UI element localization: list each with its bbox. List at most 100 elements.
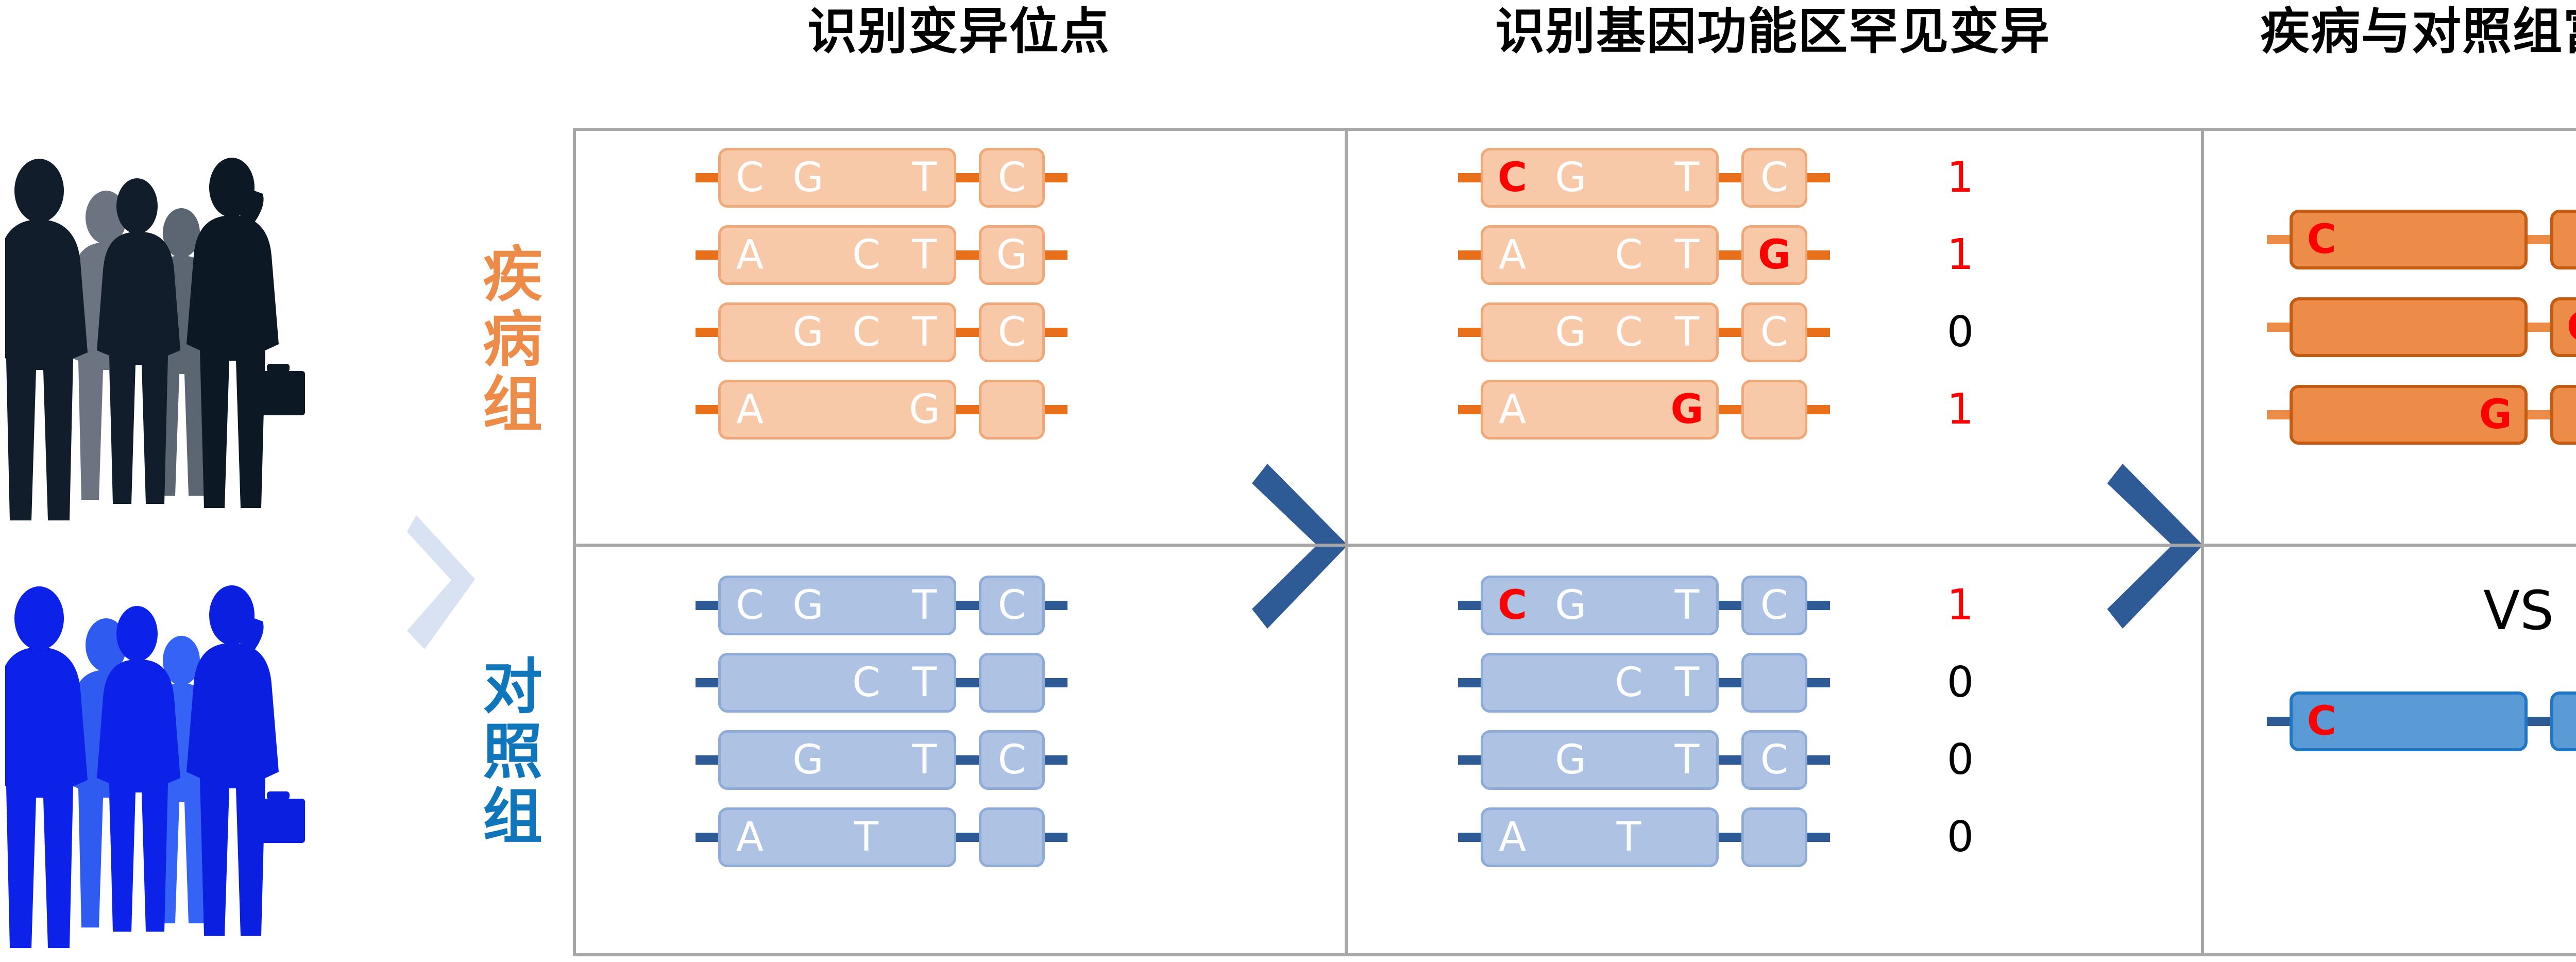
base-slot-4: T [1674,309,1700,356]
dna-strand-mid [1719,173,1741,182]
base-slot-4: G [2479,392,2512,438]
dna-strand-left [1458,755,1481,765]
base-slot-3: C [852,660,880,706]
dna-strand-mid [956,755,979,765]
gene-exon-box: C [979,148,1045,208]
dna-strand-right [1807,328,1830,337]
people-group-icon-disease [5,158,305,520]
dna-strand-left [696,328,718,337]
base-slot-4: T [1674,737,1700,783]
gene-exon-box [1741,653,1807,713]
dna-strand-left [2267,235,2290,244]
dna-strand-right [1807,833,1830,842]
base-slot-tail: G [1757,232,1791,278]
base-slot-1: C [736,582,764,629]
dna-strand-left [1458,833,1481,842]
variant-count: 0 [1946,813,1974,862]
dna-strand-right [1807,601,1830,610]
gene-region-box: C [2290,691,2528,751]
base-slot-tail: C [1760,155,1789,201]
panel-1-title: 识别变异位点 [807,4,1110,59]
base-slot-1: A [736,232,764,278]
label-control-char-2: 照 [483,718,543,785]
dna-strand-mid [956,833,979,842]
vs-label: VS [2483,579,2554,642]
base-slot-1: C [736,155,764,201]
base-slot-tail: C [1760,582,1789,629]
dna-strand-mid [2528,410,2550,419]
dna-strand-left [1458,405,1481,414]
dna-strand-mid [1719,250,1741,260]
label-disease-char-1: 疾 [483,241,543,308]
dna-strand-mid [956,678,979,687]
gene-exon-box: G [979,225,1045,285]
label-control-char-3: 组 [483,783,543,850]
base-slot-2: G [1555,309,1586,356]
dna-strand-right [1045,601,1067,610]
base-slot-1: C [1497,582,1528,629]
gene-exon-box: C [979,576,1045,635]
variant-count: 0 [1946,735,1974,784]
dna-strand-mid [1719,678,1741,687]
dna-strand-mid [2528,717,2550,726]
dna-strand-left [696,250,718,260]
chevron-right-icon-1 [1252,464,1348,629]
dna-strand-left [2267,717,2290,726]
dna-strand-left [1458,250,1481,260]
gene-exon-box [1741,807,1807,867]
base-slot-tail: C [997,737,1026,783]
base-slot-4: G [909,386,940,433]
base-slot-1: A [1498,814,1527,860]
dna-strand-left [696,173,718,182]
dna-strand-mid [956,328,979,337]
base-slot-tail: C [1760,309,1789,356]
base-slot-4: T [912,737,937,783]
dna-strand-left [696,755,718,765]
dna-strand-left [1458,678,1481,687]
dna-strand-mid [1719,601,1741,610]
base-slot-1: A [1498,386,1527,433]
base-slot-2: G [792,737,824,783]
base-slot-2: G [1555,155,1586,201]
variant-count: 1 [1946,153,1974,202]
base-slot-4: T [912,309,937,356]
dna-strand-mid [1719,328,1741,337]
base-slot-4: T [1674,155,1700,201]
dna-strand-right [1045,250,1067,260]
dna-strand-mid [956,173,979,182]
gene-region-box: G [2290,385,2528,445]
gene-exon-box [979,807,1045,867]
dna-strand-right [1045,678,1067,687]
panel-2-title: 识别基因功能区罕见变异 [1495,4,2050,59]
gene-exon-box: C [979,730,1045,790]
variant-count: 1 [1946,385,1974,434]
label-disease-char-3: 组 [483,371,543,438]
base-slot-tail: G [996,232,1028,278]
base-slot-1: A [736,386,764,433]
base-slot-tail: C [1760,737,1789,783]
panel-3-title: 疾病与对照组富集差异分析 [2260,4,2576,59]
gene-exon-box [2550,210,2576,269]
base-slot-4: T [912,232,937,278]
base-slot-3: C [1615,309,1643,356]
base-slot-tail: G [2553,297,2576,357]
gene-exon-box [979,653,1045,713]
gene-exon-box: C [1741,302,1807,362]
dna-strand-left [2267,323,2290,332]
dna-strand-left [1458,601,1481,610]
gene-region-box: C [2290,210,2528,269]
gene-exon-box: C [979,302,1045,362]
dna-strand-mid [2528,323,2550,332]
dna-strand-right [1807,755,1830,765]
grid-divider-vertical-2 [2201,131,2204,953]
